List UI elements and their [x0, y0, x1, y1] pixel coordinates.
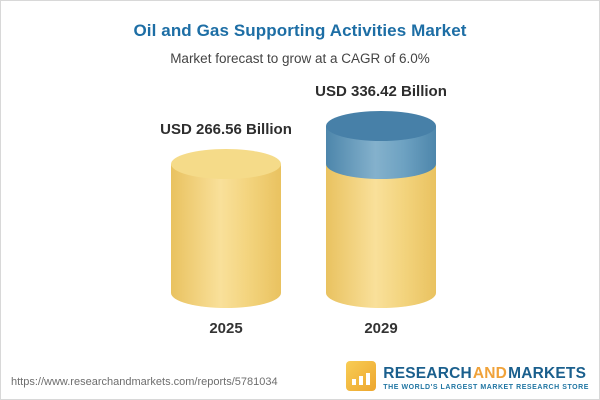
cylinder-2029	[326, 111, 436, 308]
logo-tagline: THE WORLD'S LARGEST MARKET RESEARCH STOR…	[383, 384, 589, 391]
research-and-markets-logo: RESEARCHANDMARKETS THE WORLD'S LARGEST M…	[346, 361, 589, 391]
cylinder-2029-base-segment	[326, 164, 436, 308]
value-label-2029: USD 336.42 Billion	[315, 83, 447, 101]
logo-word-markets: MARKETS	[508, 364, 587, 382]
chart-subtitle: Market forecast to grow at a CAGR of 6.0…	[170, 51, 430, 66]
logo-word-research: RESEARCH	[383, 364, 472, 382]
chart: USD 266.56 Billion 2025 USD 336.42 Billi…	[1, 67, 599, 337]
year-label-2025: 2025	[209, 320, 243, 337]
logo-name: RESEARCHANDMARKETS	[383, 364, 587, 382]
page-title: Oil and Gas Supporting Activities Market	[133, 21, 467, 40]
year-label-2029: 2029	[364, 320, 398, 337]
cylinder-2025-top-ellipse	[171, 149, 281, 180]
bar-group-2025: USD 266.56 Billion 2025	[160, 121, 292, 337]
logo-word-and: AND	[472, 364, 508, 382]
value-label-2025: USD 266.56 Billion	[160, 121, 292, 139]
cylinder-2025	[171, 149, 281, 308]
logo-text: RESEARCHANDMARKETS THE WORLD'S LARGEST M…	[383, 364, 589, 391]
report-url: https://www.researchandmarkets.com/repor…	[11, 376, 278, 388]
bar-group-2029: USD 336.42 Billion 2029	[315, 83, 447, 337]
cylinder-2025-body	[171, 164, 281, 308]
cylinder-2029-top-ellipse	[326, 111, 436, 142]
chart-header: Oil and Gas Supporting Activities Market…	[1, 1, 599, 66]
logo-mark-icon	[346, 361, 377, 391]
footer: https://www.researchandmarkets.com/repor…	[11, 361, 589, 391]
